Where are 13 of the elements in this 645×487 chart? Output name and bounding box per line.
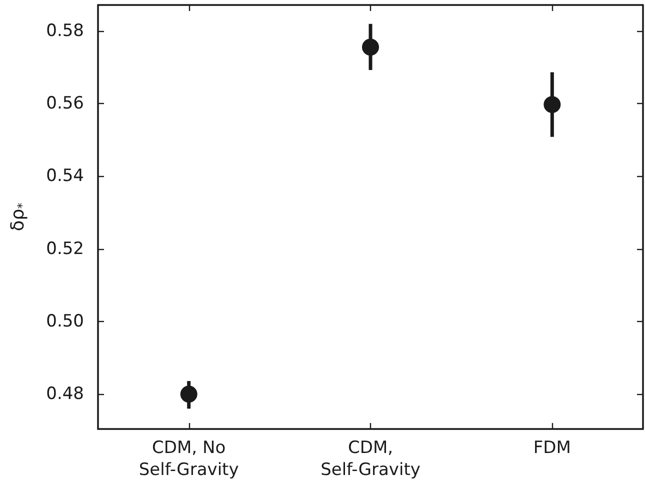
point xyxy=(544,96,561,114)
x-tick-label: CDM, Self-Gravity xyxy=(320,438,420,480)
y-tick-label: 0.48 xyxy=(46,384,84,404)
y-tick-label: 0.54 xyxy=(46,166,84,186)
point xyxy=(362,38,379,56)
y-axis-title: δρ* xyxy=(8,202,29,232)
y-tick-label: 0.50 xyxy=(46,311,84,332)
x-tick-label: CDM, No Self-Gravity xyxy=(138,438,239,480)
x-tick-label: FDM xyxy=(533,438,571,458)
point xyxy=(180,386,198,403)
y-tick-label: 0.58 xyxy=(46,20,84,41)
y-tick-label: 0.52 xyxy=(46,238,84,259)
y-tick-label: 0.56 xyxy=(46,93,84,114)
